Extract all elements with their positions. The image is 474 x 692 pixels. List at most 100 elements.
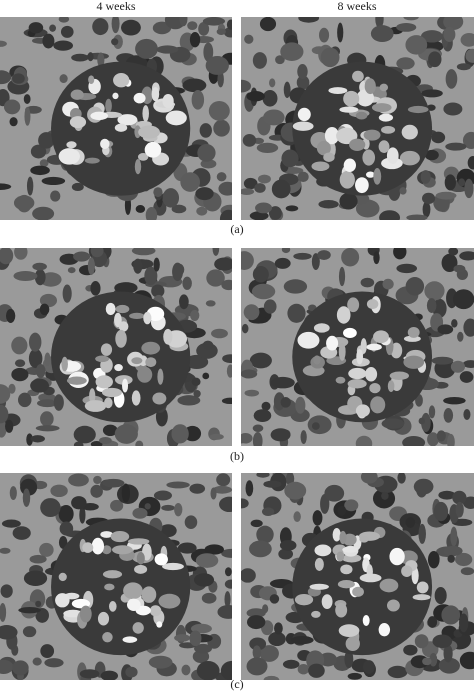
tissue-cell bbox=[268, 206, 282, 220]
tissue-cell bbox=[344, 499, 359, 512]
tissue-cell bbox=[30, 165, 50, 176]
tissue-cell bbox=[452, 289, 474, 310]
tissue-cell bbox=[42, 33, 55, 49]
tissue-cell bbox=[189, 31, 201, 48]
tissue-cell bbox=[443, 102, 463, 116]
particle bbox=[359, 573, 382, 583]
tissue-cell bbox=[254, 183, 266, 193]
particle bbox=[373, 330, 389, 344]
tissue-cell bbox=[324, 484, 345, 502]
tissue-cell bbox=[222, 354, 232, 363]
tissue-cell bbox=[22, 626, 37, 638]
tissue-cell bbox=[30, 144, 47, 159]
particle bbox=[105, 98, 112, 114]
tissue-cell bbox=[224, 579, 232, 589]
tissue-cell bbox=[40, 498, 61, 518]
particle bbox=[154, 553, 168, 566]
particle bbox=[90, 111, 109, 121]
tissue-cell bbox=[171, 204, 187, 214]
tissue-cell bbox=[456, 63, 471, 71]
tissue-cell bbox=[171, 424, 189, 444]
tissue-cell bbox=[174, 502, 183, 517]
tissue-cell bbox=[249, 352, 272, 369]
tissue-cell bbox=[22, 488, 31, 507]
tissue-cell bbox=[71, 53, 89, 62]
tissue-cell bbox=[203, 42, 214, 62]
tissue-cell bbox=[30, 378, 49, 393]
tissue-cell bbox=[23, 94, 31, 104]
tissue-cell bbox=[121, 483, 131, 503]
tissue-cell bbox=[0, 70, 12, 85]
particle bbox=[343, 158, 356, 172]
particle bbox=[162, 562, 184, 571]
particle bbox=[323, 152, 335, 162]
tissue-cell bbox=[403, 644, 418, 656]
tissue-cell bbox=[151, 284, 165, 298]
tissue-cell bbox=[339, 192, 358, 210]
particle bbox=[151, 87, 160, 102]
particle bbox=[314, 544, 332, 557]
tissue-cell bbox=[399, 187, 407, 195]
tissue-cell bbox=[459, 613, 469, 633]
tissue-cell bbox=[35, 600, 42, 607]
tissue-cell bbox=[1, 519, 21, 528]
tissue-cell bbox=[418, 417, 426, 425]
row-label: (c) bbox=[230, 677, 243, 691]
particle bbox=[378, 622, 391, 637]
tissue-cell bbox=[247, 615, 266, 630]
tissue-cell bbox=[405, 277, 425, 296]
tissue-cell bbox=[133, 258, 143, 274]
tissue-cell bbox=[269, 594, 280, 604]
particle bbox=[110, 530, 130, 543]
particle bbox=[371, 103, 392, 112]
tissue-cell bbox=[431, 356, 454, 365]
tissue-cell bbox=[413, 478, 434, 495]
particle bbox=[95, 375, 113, 389]
tissue-cell bbox=[114, 282, 138, 294]
tissue-cell bbox=[427, 432, 439, 446]
tissue-cell bbox=[271, 179, 291, 199]
tissue-cell bbox=[193, 389, 201, 398]
particle bbox=[342, 546, 359, 553]
tissue-cell bbox=[210, 487, 217, 500]
particle bbox=[112, 545, 133, 555]
tissue-cell bbox=[220, 660, 232, 680]
tissue-cell bbox=[420, 170, 431, 184]
tissue-cell bbox=[443, 26, 456, 43]
tissue-cell bbox=[252, 432, 263, 446]
tissue-cell bbox=[135, 440, 144, 446]
tissue-cell bbox=[250, 519, 263, 528]
tissue-cell bbox=[67, 267, 76, 274]
tissue-cell bbox=[87, 257, 95, 276]
particle bbox=[104, 397, 113, 409]
image-content bbox=[241, 17, 474, 220]
tissue-cell bbox=[195, 553, 219, 568]
tissue-cell bbox=[60, 25, 74, 38]
tissue-cell bbox=[278, 548, 294, 560]
particle bbox=[349, 138, 366, 151]
tissue-cell bbox=[443, 408, 454, 423]
tissue-cell bbox=[3, 99, 21, 115]
tissue-cell bbox=[195, 187, 214, 201]
tissue-cell bbox=[274, 257, 291, 269]
tissue-cell bbox=[467, 155, 474, 170]
particle bbox=[407, 326, 420, 338]
particle bbox=[136, 552, 145, 565]
tissue-cell bbox=[462, 360, 474, 368]
particle bbox=[163, 328, 173, 345]
tissue-cell bbox=[312, 510, 323, 526]
tissue-cell bbox=[100, 670, 119, 680]
tissue-cell bbox=[396, 263, 418, 274]
tissue-cell bbox=[243, 177, 258, 190]
particle bbox=[102, 632, 113, 643]
tissue-cell bbox=[443, 17, 464, 31]
tissue-cell bbox=[99, 437, 112, 445]
tissue-cell bbox=[0, 547, 11, 554]
tissue-cell bbox=[297, 663, 310, 675]
tissue-cell bbox=[161, 504, 175, 511]
particle bbox=[412, 594, 431, 601]
particle bbox=[379, 578, 399, 593]
tissue-cell bbox=[387, 665, 408, 679]
tissue-cell bbox=[97, 52, 105, 68]
